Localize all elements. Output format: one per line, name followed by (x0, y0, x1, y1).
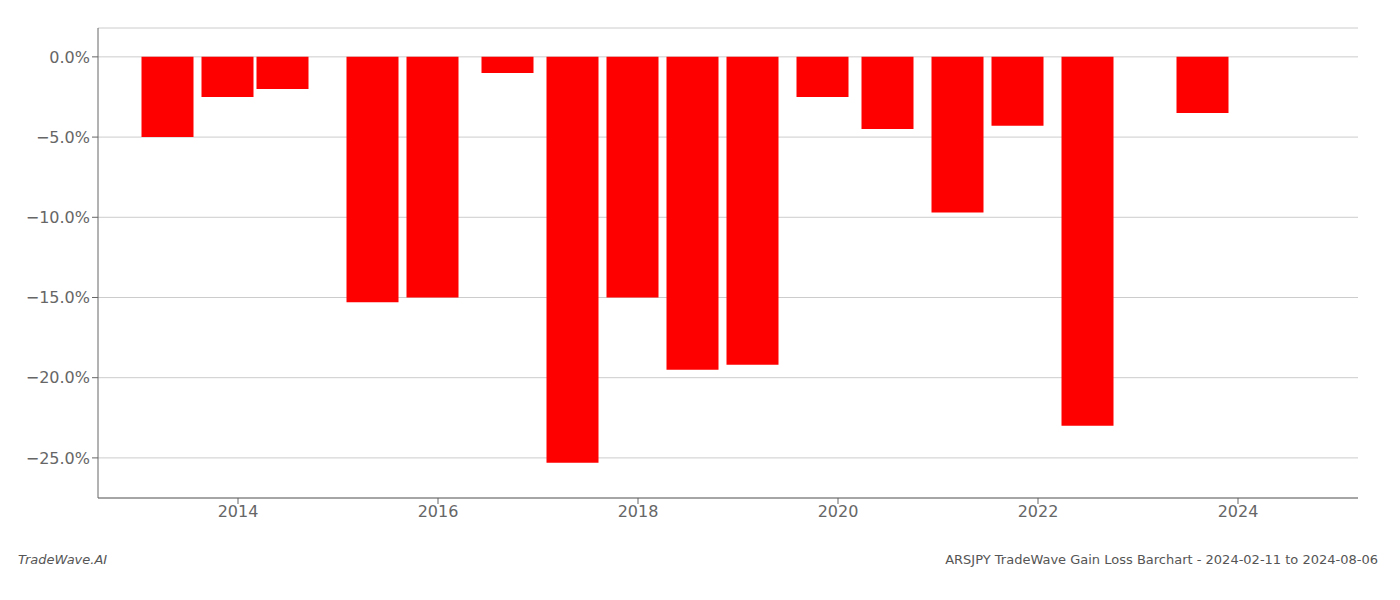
svg-text:−5.0%: −5.0% (36, 128, 90, 147)
svg-text:−10.0%: −10.0% (26, 208, 90, 227)
svg-text:−25.0%: −25.0% (26, 449, 90, 468)
svg-text:−15.0%: −15.0% (26, 288, 90, 307)
svg-text:2020: 2020 (818, 502, 859, 521)
svg-text:2024: 2024 (1218, 502, 1259, 521)
svg-text:−20.0%: −20.0% (26, 368, 90, 387)
svg-text:2014: 2014 (218, 502, 259, 521)
svg-text:2016: 2016 (418, 502, 459, 521)
svg-text:2022: 2022 (1018, 502, 1059, 521)
html-text:ARSJPY TradeWave Gain Loss Bar: ARSJPY TradeWave Gain Loss Barchart - 20… (945, 552, 1378, 567)
svg-text:2018: 2018 (618, 502, 659, 521)
html-text:TradeWave.AI: TradeWave.AI (18, 552, 108, 567)
svg-text:0.0%: 0.0% (49, 48, 90, 67)
